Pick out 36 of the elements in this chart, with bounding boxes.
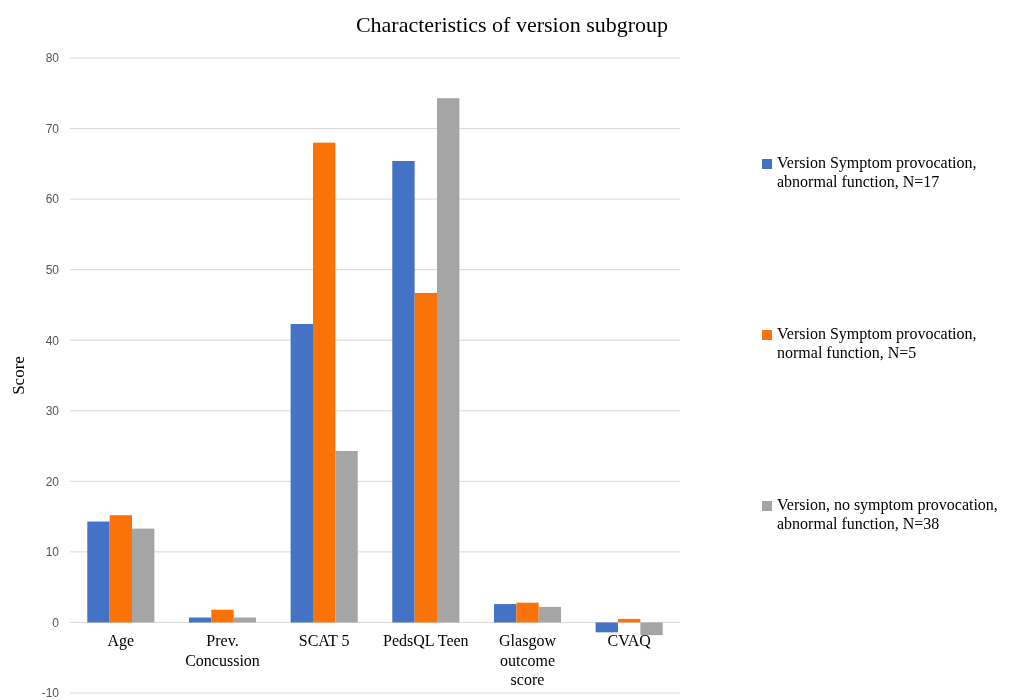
legend-label: Version, no symptom provocation, abnormal function, N=38 — [777, 496, 998, 533]
bar — [493, 604, 517, 623]
x-tick-label: Age — [107, 632, 135, 651]
y-tick-label: 40 — [45, 333, 60, 348]
bar — [211, 609, 234, 623]
bar — [516, 602, 539, 623]
x-tick-label: PedsQL Teen — [383, 632, 469, 650]
x-tick-label: Prev. Concussion — [185, 632, 260, 669]
y-tick-label: 60 — [45, 192, 60, 207]
bar — [335, 450, 358, 623]
bar — [109, 515, 133, 623]
bar — [437, 98, 460, 623]
y-tick-label: -10 — [41, 686, 60, 700]
y-tick-label: 50 — [45, 263, 60, 278]
legend-label: Version Symptom provocation, abnormal function, N=17 — [777, 154, 977, 191]
x-tick-label: Glasgow outcome score — [499, 632, 557, 688]
y-axis-title: Score — [9, 356, 28, 395]
y-tick-label: 80 — [45, 51, 60, 66]
bar — [392, 161, 415, 623]
bar — [87, 521, 110, 623]
y-tick-label: 30 — [45, 404, 60, 419]
bar — [414, 292, 438, 623]
y-tick-label: 20 — [45, 474, 60, 489]
chart-title: Characteristics of version subgroup — [355, 12, 669, 37]
x-tick-label: CVAQ — [607, 632, 652, 650]
bar — [640, 622, 663, 636]
x-tick-label: SCAT 5 — [298, 632, 350, 650]
bar — [132, 528, 155, 623]
y-tick-label: 70 — [45, 121, 60, 136]
bar — [312, 142, 336, 623]
y-tick-label: 10 — [45, 545, 60, 560]
bar — [538, 606, 562, 623]
bar — [595, 622, 618, 633]
bar — [290, 323, 313, 623]
y-tick-label: 0 — [52, 615, 60, 630]
legend-label: Version Symptom provocation, normal function, N=5 — [777, 325, 977, 362]
